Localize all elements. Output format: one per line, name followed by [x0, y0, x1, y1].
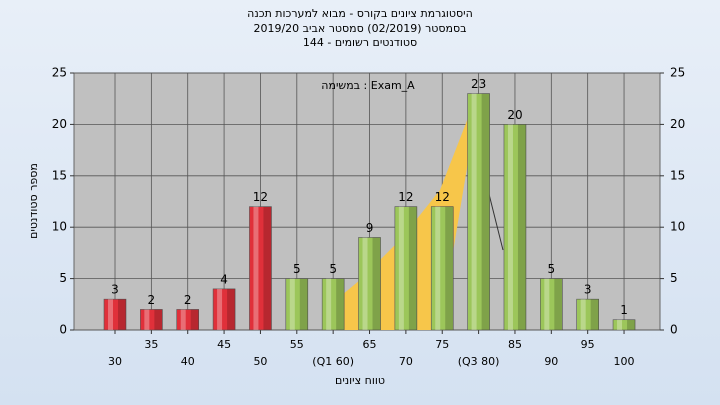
- y-axis-label: מספר סטודנטים: [27, 163, 40, 239]
- bar-shade: [190, 309, 199, 330]
- value-label: 3: [584, 283, 592, 297]
- bar: [467, 93, 490, 331]
- x-tick-label: 45: [217, 338, 231, 351]
- bar-shade: [299, 278, 308, 330]
- y-tick-label: 10: [52, 220, 67, 234]
- x-tick-label: 65: [363, 338, 377, 351]
- value-label: 2: [148, 293, 156, 307]
- value-label: 3: [111, 283, 119, 297]
- y-tick-label: 20: [52, 117, 67, 131]
- chart-subtitle: בסמסטר (02/2019) סמסטר אביב 2019/20: [253, 22, 466, 35]
- bar: [103, 298, 127, 331]
- x-tick-label: 100: [614, 355, 635, 368]
- bar-highlight: [507, 124, 513, 331]
- bar: [540, 278, 563, 331]
- bar: [321, 278, 345, 331]
- y-tick-label: 15: [52, 168, 67, 182]
- bar: [285, 278, 309, 331]
- x-tick-label: 55: [290, 338, 304, 351]
- y2-tick-label: 20: [670, 117, 685, 131]
- y2-tick-label: 25: [670, 66, 685, 80]
- bar-shade: [481, 93, 490, 330]
- x-tick-label: 40: [181, 355, 195, 368]
- bar: [176, 309, 200, 331]
- bar: [394, 206, 418, 331]
- bar-highlight: [253, 206, 259, 330]
- bar-highlight: [544, 278, 550, 330]
- value-label: 4: [220, 272, 228, 286]
- bar-shade: [263, 206, 272, 330]
- bar-shade: [118, 299, 126, 330]
- bar: [430, 206, 454, 331]
- bar: [140, 309, 163, 331]
- value-label: 12: [435, 190, 450, 204]
- bar-shade: [590, 299, 599, 330]
- chart-subtitle: סטודנטים רשומים - 144: [303, 36, 417, 49]
- bar: [576, 298, 599, 331]
- x-tick-label: 95: [581, 338, 595, 351]
- y-tick-label: 0: [59, 323, 67, 337]
- bar: [503, 124, 527, 331]
- y2-tick-label: 5: [670, 271, 678, 285]
- value-label: 23: [471, 77, 486, 91]
- value-label: 2: [184, 293, 192, 307]
- bar-shade: [445, 206, 454, 330]
- x-tick-label: 70: [399, 355, 413, 368]
- value-label: 12: [398, 190, 413, 204]
- bar-shade: [154, 309, 163, 330]
- bar-shade: [372, 237, 381, 330]
- bar-highlight: [435, 206, 441, 330]
- bar-highlight: [362, 237, 368, 330]
- bar-shade: [627, 319, 636, 330]
- y-tick-label: 5: [59, 271, 67, 285]
- bar-highlight: [108, 299, 113, 330]
- bar-shade: [517, 124, 526, 331]
- y2-tick-label: 0: [670, 323, 678, 337]
- x-tick-label: 50: [253, 355, 267, 368]
- x-tick-label: 75: [435, 338, 449, 351]
- x-tick-label: (Q1 60): [312, 355, 354, 368]
- bar-highlight: [471, 93, 477, 330]
- bar-highlight: [580, 299, 586, 330]
- bar: [249, 206, 272, 331]
- y-tick-label: 25: [52, 66, 67, 80]
- x-tick-label: 85: [508, 338, 522, 351]
- chart-title: היסטוגרמת ציונים בקורס - מבוא למערכות תכ…: [247, 7, 473, 20]
- bar: [358, 237, 381, 331]
- value-label: 12: [253, 190, 268, 204]
- bar: [212, 288, 236, 331]
- bar-highlight: [144, 309, 150, 330]
- bar-shade: [554, 278, 563, 330]
- x-axis-label: טווח ציונים: [335, 374, 385, 387]
- value-label: 5: [329, 262, 337, 276]
- bar-shade: [336, 278, 345, 330]
- bar-shade: [227, 288, 236, 330]
- bar-highlight: [326, 278, 332, 330]
- value-label: 20: [507, 108, 522, 122]
- y2-tick-label: 10: [670, 220, 685, 234]
- bar: [612, 319, 636, 331]
- value-label: 1: [620, 303, 628, 317]
- bar-shade: [408, 206, 417, 330]
- bar-highlight: [289, 278, 295, 330]
- value-label: 9: [366, 221, 374, 235]
- y2-tick-label: 15: [670, 168, 685, 182]
- x-tick-label: (Q3 80): [458, 355, 500, 368]
- value-label: 5: [547, 262, 555, 276]
- annotation: במשימה : Exam_A: [321, 79, 415, 92]
- x-tick-label: 90: [544, 355, 558, 368]
- value-label: 5: [293, 262, 301, 276]
- x-tick-label: 30: [108, 355, 122, 368]
- bar-highlight: [398, 206, 404, 330]
- x-tick-label: 35: [144, 338, 158, 351]
- bar-highlight: [217, 288, 223, 330]
- bar-highlight: [617, 319, 623, 330]
- bar-highlight: [180, 309, 186, 330]
